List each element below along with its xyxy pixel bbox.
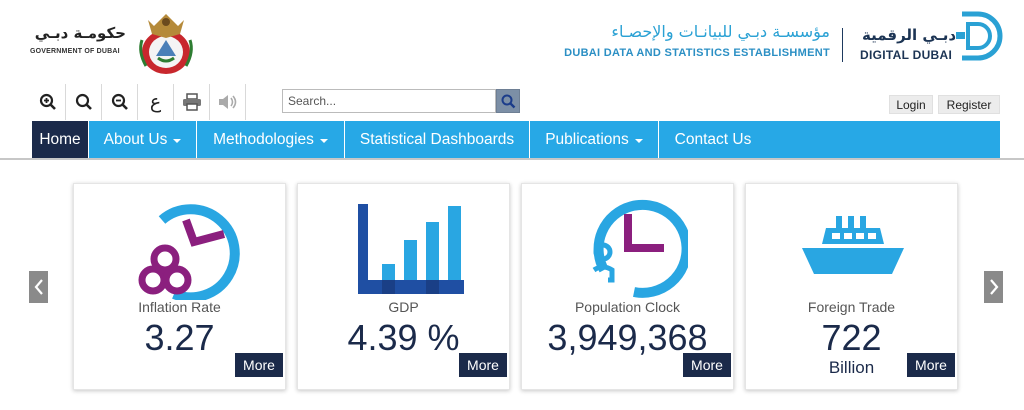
card-value: 4.39 % bbox=[347, 317, 460, 358]
card-title: Population Clock bbox=[574, 299, 681, 315]
gov-logo-arabic-text: حكومـة دبـي bbox=[34, 24, 126, 42]
search-icon bbox=[501, 94, 515, 108]
nav-item-label: Home bbox=[39, 130, 81, 148]
gdp-card: GDP 4.39 % More bbox=[297, 183, 510, 390]
gov-logo-english-text: GOVERNMENT OF DUBAI bbox=[30, 48, 120, 55]
nav-item-label: Statistical Dashboards bbox=[359, 130, 515, 148]
nav-item-contact-us[interactable]: Contact Us bbox=[659, 121, 767, 158]
digital-dubai-arabic-text: دبـي الرقمية bbox=[862, 26, 957, 44]
dse-logo-english-text: DUBAI DATA AND STATISTICS ESTABLISHMENT bbox=[564, 47, 830, 59]
chevron-down-icon bbox=[319, 138, 328, 143]
chevron-right-icon bbox=[989, 279, 998, 295]
search-input[interactable] bbox=[282, 89, 496, 113]
population-clock-card: Population Clock 3,949,368 More bbox=[521, 183, 734, 390]
more-button[interactable]: More bbox=[459, 353, 507, 377]
zoom-in-icon[interactable] bbox=[30, 84, 66, 120]
ship-icon bbox=[801, 216, 904, 274]
card-title: Foreign Trade bbox=[807, 299, 896, 315]
carousel-prev-button[interactable] bbox=[29, 271, 48, 303]
card-value: 722 bbox=[821, 317, 882, 358]
chevron-left-icon bbox=[34, 279, 43, 295]
nav-item-label: Contact Us bbox=[674, 130, 752, 148]
digital-dubai-logo[interactable]: دبـي الرقمية DIGITAL DUBAI bbox=[858, 10, 1008, 65]
nav-item-label: Publications bbox=[545, 130, 629, 148]
nav-item-statistical-dashboards[interactable]: Statistical Dashboards bbox=[345, 121, 530, 158]
nav-divider bbox=[0, 158, 1024, 160]
more-button[interactable]: More bbox=[683, 353, 731, 377]
digital-dubai-mark-icon bbox=[956, 11, 1003, 61]
dse-logo-arabic-text: مؤسسـة دبـي للبيانـات والإحصـاء bbox=[611, 22, 830, 41]
government-of-dubai-logo[interactable]: حكومـة دبـي GOVERNMENT OF DUBAI bbox=[30, 10, 200, 76]
search-icon[interactable] bbox=[66, 84, 102, 120]
more-button[interactable]: More bbox=[235, 353, 283, 377]
digital-dubai-english-text: DIGITAL DUBAI bbox=[860, 48, 953, 62]
zoom-out-icon[interactable] bbox=[102, 84, 138, 120]
nav-item-label: About Us bbox=[103, 130, 168, 148]
inflation-clock-icon bbox=[138, 204, 240, 300]
search-button[interactable] bbox=[496, 89, 520, 113]
nav-item-label: Methodologies bbox=[213, 130, 314, 148]
nav-item-home[interactable]: Home bbox=[32, 121, 89, 158]
card-title: Inflation Rate bbox=[138, 299, 221, 315]
arabic-language-icon[interactable]: ع bbox=[138, 84, 174, 120]
card-title: GDP bbox=[388, 299, 419, 315]
inflation-rate-card: Inflation Rate 3.27 More bbox=[73, 183, 286, 390]
card-value: 3.27 bbox=[144, 317, 215, 358]
more-button[interactable]: More bbox=[907, 353, 955, 377]
dubai-data-statistics-logo[interactable]: مؤسسـة دبـي للبيانـات والإحصـاء DUBAI DA… bbox=[555, 22, 830, 64]
register-button[interactable]: Register bbox=[938, 95, 1000, 114]
nav-item-publications[interactable]: Publications bbox=[530, 121, 659, 158]
main-navigation: Home About Us Methodologies Statistical … bbox=[32, 121, 1000, 158]
card-value: 3,949,368 bbox=[547, 317, 708, 358]
login-button[interactable]: Login bbox=[889, 95, 933, 114]
nav-item-about-us[interactable]: About Us bbox=[89, 121, 197, 158]
nav-item-methodologies[interactable]: Methodologies bbox=[197, 121, 345, 158]
print-icon[interactable] bbox=[174, 84, 210, 120]
carousel-next-button[interactable] bbox=[984, 271, 1003, 303]
speaker-icon[interactable] bbox=[210, 84, 246, 120]
logo-divider bbox=[842, 28, 843, 62]
chevron-down-icon bbox=[634, 138, 643, 143]
chevron-down-icon bbox=[173, 138, 182, 143]
accessibility-toolbar: ع bbox=[30, 84, 246, 120]
dubai-emblem-icon bbox=[139, 14, 193, 74]
foreign-trade-card: Foreign Trade 722 Billion More bbox=[745, 183, 958, 390]
bar-chart-icon bbox=[357, 204, 464, 294]
card-unit: Billion bbox=[828, 358, 875, 377]
population-clock-icon bbox=[592, 199, 688, 298]
